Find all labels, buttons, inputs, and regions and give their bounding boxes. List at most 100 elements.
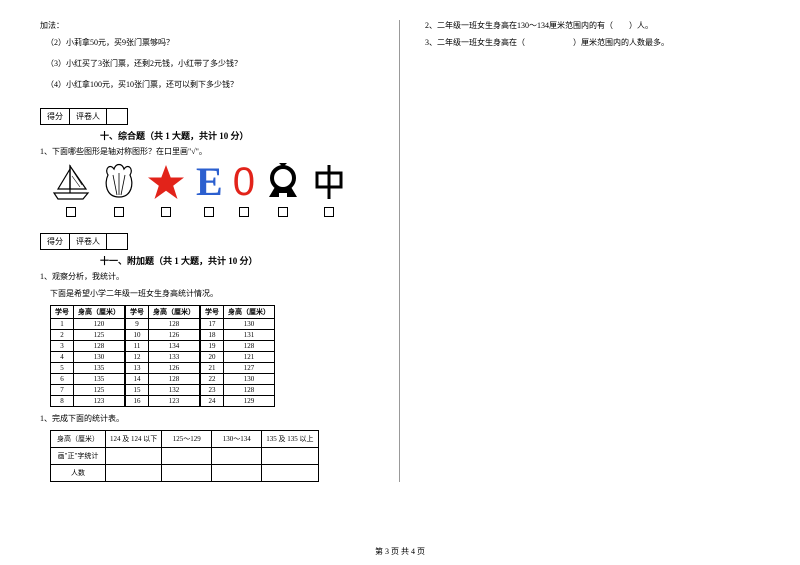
td: 128 <box>149 319 201 330</box>
th: 124 及 124 以下 <box>106 431 162 448</box>
td: 人数 <box>51 465 106 482</box>
table-row: 1120912817130 <box>51 319 275 330</box>
td: 19 <box>200 341 224 352</box>
td: 9 <box>125 319 149 330</box>
section-11-q1: 1、观察分析，我统计。 <box>40 271 389 282</box>
td: 23 <box>200 385 224 396</box>
td: 2 <box>51 330 74 341</box>
shell-icon <box>102 163 136 201</box>
railway-icon <box>265 163 301 201</box>
checkbox-3[interactable] <box>161 207 171 217</box>
td: 121 <box>224 352 275 363</box>
shape-sailboat <box>50 163 92 217</box>
checkbox-7[interactable] <box>324 207 334 217</box>
section-10-q1: 1、下面哪些图形是轴对称图形？在口里画"√"。 <box>40 146 389 157</box>
td: 123 <box>149 396 201 407</box>
th: 身高（厘米） <box>74 306 126 319</box>
th: 学号 <box>125 306 149 319</box>
score-label: 得分 <box>41 109 70 124</box>
td: 130 <box>74 352 126 363</box>
right-q2: 2、二年级一班女生身高在130～134厘米范围内的有（ ）人。 <box>425 20 760 31</box>
checkbox-2[interactable] <box>114 207 124 217</box>
td: 128 <box>74 341 126 352</box>
table-row: 41301213320121 <box>51 352 275 363</box>
shape-shell <box>102 163 136 217</box>
letter-e-icon: E <box>196 163 223 201</box>
td: 1 <box>51 319 74 330</box>
td: 128 <box>149 374 201 385</box>
left-column: 加法： （2）小莉拿50元，买9张门票够吗？ （3）小红买了3张门票，还剩2元钱… <box>40 20 400 482</box>
checkbox-6[interactable] <box>278 207 288 217</box>
td: 125 <box>74 385 126 396</box>
td-blank[interactable] <box>106 448 162 465</box>
td: 16 <box>125 396 149 407</box>
td: 画"正"字统计 <box>51 448 106 465</box>
td: 125 <box>74 330 126 341</box>
td: 5 <box>51 363 74 374</box>
td: 126 <box>149 363 201 374</box>
shape-letter-o: 0 <box>233 163 255 217</box>
question-2: （2）小莉拿50元，买9张门票够吗？ <box>46 37 389 48</box>
td-blank[interactable] <box>106 465 162 482</box>
td: 135 <box>74 363 126 374</box>
td: 130 <box>224 374 275 385</box>
height-table: 学号 身高（厘米） 学号 身高（厘米） 学号 身高（厘米） 1120912817… <box>50 305 275 407</box>
checkbox-1[interactable] <box>66 207 76 217</box>
shape-star <box>146 163 186 217</box>
td: 123 <box>74 396 126 407</box>
td: 126 <box>149 330 201 341</box>
star-icon <box>146 163 186 201</box>
td: 20 <box>200 352 224 363</box>
td: 11 <box>125 341 149 352</box>
question-3: （3）小红买了3张门票，还剩2元钱，小红带了多少钱？ <box>46 58 389 69</box>
td: 21 <box>200 363 224 374</box>
score-blank <box>107 109 127 124</box>
td: 128 <box>224 385 275 396</box>
section-11-title: 十一、附加题（共 1 大题，共计 10 分） <box>100 254 389 267</box>
td: 14 <box>125 374 149 385</box>
td: 6 <box>51 374 74 385</box>
table-row: 画"正"字统计 <box>51 448 319 465</box>
score-label-11: 得分 <box>41 234 70 249</box>
td: 133 <box>149 352 201 363</box>
td: 120 <box>74 319 126 330</box>
td: 129 <box>224 396 275 407</box>
section-11-q1b: 下面是希望小学二年级一班女生身高统计情况。 <box>50 288 389 299</box>
td: 130 <box>224 319 275 330</box>
letter-o-icon: 0 <box>233 163 255 201</box>
td: 22 <box>200 374 224 385</box>
th: 130～134 <box>212 431 262 448</box>
sailboat-icon <box>50 163 92 201</box>
shape-letter-e: E <box>196 163 223 217</box>
td-blank[interactable] <box>162 465 212 482</box>
score-box-10: 得分 评卷人 <box>40 108 128 125</box>
td-blank[interactable] <box>212 448 262 465</box>
td: 131 <box>224 330 275 341</box>
right-column: 2、二年级一班女生身高在130～134厘米范围内的有（ ）人。 3、二年级一班女… <box>420 20 760 482</box>
th: 135 及 135 以上 <box>262 431 318 448</box>
table-row: 21251012618131 <box>51 330 275 341</box>
th: 125～129 <box>162 431 212 448</box>
td-blank[interactable] <box>212 465 262 482</box>
td-blank[interactable] <box>262 465 318 482</box>
checkbox-5[interactable] <box>239 207 249 217</box>
section-10-title: 十、综合题（共 1 大题，共计 10 分） <box>100 129 389 142</box>
table-row: 31281113419128 <box>51 341 275 352</box>
td-blank[interactable] <box>262 448 318 465</box>
table-row: 61351412822130 <box>51 374 275 385</box>
td-blank[interactable] <box>162 448 212 465</box>
table-row: 人数 <box>51 465 319 482</box>
td: 134 <box>149 341 201 352</box>
th: 身高（厘米） <box>149 306 201 319</box>
td: 8 <box>51 396 74 407</box>
grader-label: 评卷人 <box>70 109 107 124</box>
td: 128 <box>224 341 275 352</box>
table-row: 51351312621127 <box>51 363 275 374</box>
td: 17 <box>200 319 224 330</box>
table-header-row: 学号 身高（厘米） 学号 身高（厘米） 学号 身高（厘米） <box>51 306 275 319</box>
question-4: （4）小红拿100元，买10张门票，还可以剩下多少钱？ <box>46 79 389 90</box>
td: 10 <box>125 330 149 341</box>
td: 12 <box>125 352 149 363</box>
td: 15 <box>125 385 149 396</box>
checkbox-4[interactable] <box>204 207 214 217</box>
